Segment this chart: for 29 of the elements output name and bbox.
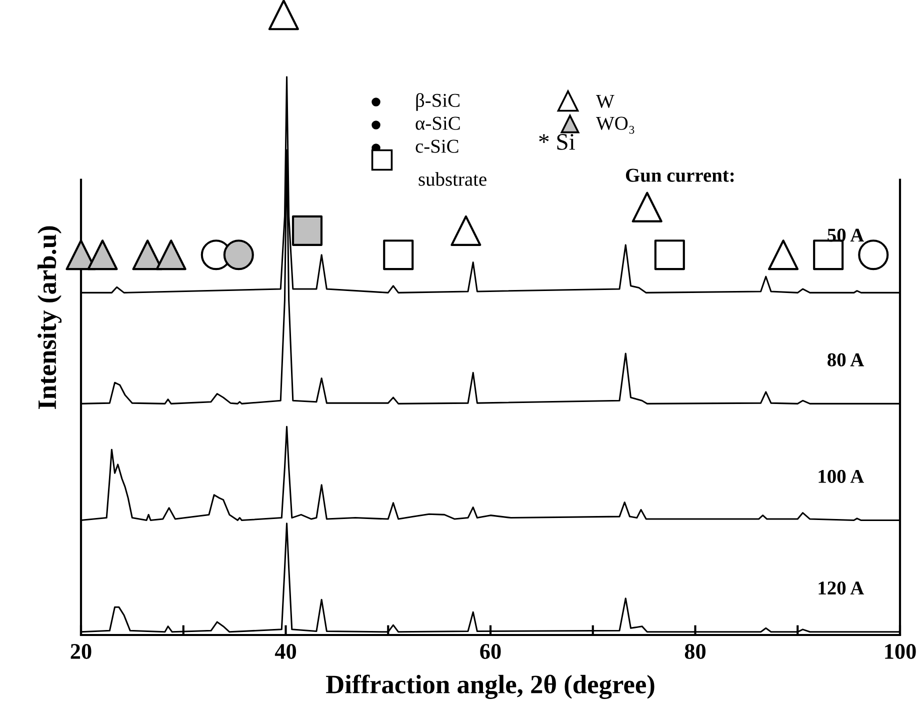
point [654, 240, 685, 270]
annotation: W [596, 94, 614, 108]
point [768, 240, 799, 270]
x-axis-title: Diffraction angle, 2θ (degree) [326, 674, 654, 700]
series-label: 100 A [818, 470, 864, 483]
x-tick-label: 100 [885, 644, 916, 659]
point [632, 192, 662, 222]
annotation: substrate [418, 172, 486, 186]
point [156, 240, 186, 270]
annotation: * Si [539, 134, 575, 150]
point [292, 215, 323, 246]
annotation: c-SiC [416, 140, 458, 153]
annotation: β-SiC [416, 93, 460, 111]
x-tick-label: 80 [684, 644, 706, 659]
annotation: α-SiC [416, 116, 460, 130]
point [383, 240, 414, 270]
x-tick-label: 20 [70, 644, 92, 659]
y-axis-title: Intensity (arb.u) [38, 226, 62, 409]
point [450, 215, 482, 246]
x-tick-label: 40 [274, 644, 296, 659]
series-label: 80 A [828, 353, 864, 366]
series-label: 120 A [818, 581, 864, 595]
point [858, 240, 889, 270]
annotation: Gun current: [626, 168, 734, 182]
point [87, 240, 118, 270]
point [268, 0, 299, 30]
annotation: WO₃ [596, 116, 634, 134]
x-tick-label: 60 [480, 644, 501, 659]
point [223, 240, 254, 270]
